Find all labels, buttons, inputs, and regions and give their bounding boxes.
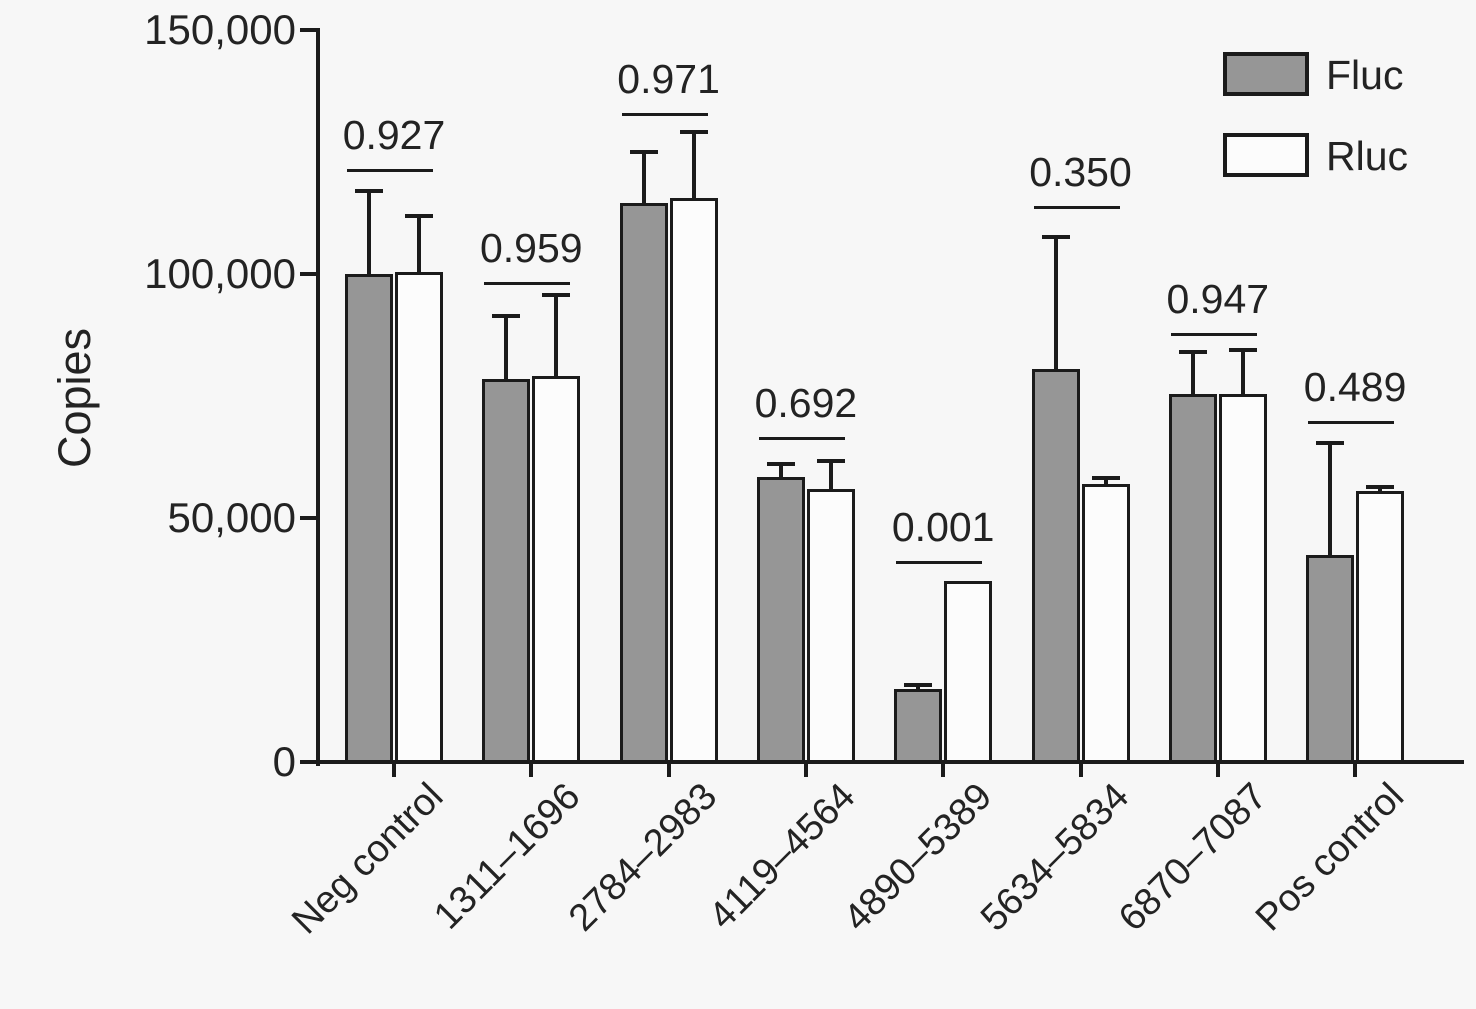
y-tick-mark xyxy=(300,516,316,520)
bar-rluc-4 xyxy=(944,581,993,764)
significance-line xyxy=(758,437,845,441)
x-tick-label-7: Pos control xyxy=(1247,775,1413,940)
error-bar-cap xyxy=(1366,485,1395,490)
x-axis-line xyxy=(316,760,1464,764)
y-tick-mark xyxy=(300,272,316,276)
significance-line xyxy=(347,169,433,173)
error-bar-stem xyxy=(1328,443,1333,555)
x-tick-mark xyxy=(392,764,396,777)
x-tick-mark xyxy=(529,764,534,777)
error-bar-cap xyxy=(816,458,845,463)
bar-rluc-2 xyxy=(669,198,718,764)
legend-swatch-fluc xyxy=(1223,52,1309,96)
error-bar-stem xyxy=(504,316,509,379)
y-axis-title: Copies xyxy=(49,327,100,469)
error-bar-cap xyxy=(405,214,433,219)
x-tick-label-0: Neg control xyxy=(283,775,451,943)
legend-label-fluc: Fluc xyxy=(1326,52,1404,98)
p-value-label: 0.927 xyxy=(342,112,446,159)
bar-fluc-2 xyxy=(619,203,668,764)
error-bar-stem xyxy=(1190,351,1195,394)
error-bar-cap xyxy=(679,130,708,135)
p-value-label: 0.489 xyxy=(1303,364,1407,411)
p-value-label: 0.959 xyxy=(479,225,583,272)
y-axis-line xyxy=(316,28,320,766)
significance-line xyxy=(896,560,983,564)
p-value-label: 0.947 xyxy=(1166,275,1270,322)
bar-fluc-4 xyxy=(894,688,943,764)
x-tick-label-5: 5634–5834 xyxy=(973,775,1138,940)
significance-line xyxy=(484,282,571,286)
significance-line xyxy=(621,112,708,116)
error-bar-cap xyxy=(355,189,383,194)
error-bar-stem xyxy=(1240,349,1245,394)
bar-fluc-3 xyxy=(756,476,805,764)
error-bar-stem xyxy=(828,460,833,489)
error-bar-cap xyxy=(1316,441,1345,446)
y-tick-label: 0 xyxy=(272,738,296,785)
bar-rluc-3 xyxy=(806,488,855,764)
error-bar-stem xyxy=(1103,478,1108,484)
error-bar-stem xyxy=(554,295,559,377)
error-bar-cap xyxy=(766,462,795,467)
x-tick-label-4: 4890–5389 xyxy=(835,775,1001,940)
bar-rluc-5 xyxy=(1081,483,1130,764)
error-bar-cap xyxy=(1178,349,1207,354)
significance-line xyxy=(1170,332,1257,336)
bar-rluc-1 xyxy=(532,376,581,764)
significance-line xyxy=(1308,421,1395,425)
x-tick-label-6: 6870–7087 xyxy=(1110,775,1275,940)
y-tick-label: 50,000 xyxy=(167,494,296,541)
x-tick-mark xyxy=(941,764,946,777)
error-bar-cap xyxy=(1228,347,1257,352)
error-bar-cap xyxy=(542,293,571,298)
x-tick-label-2: 2784–2983 xyxy=(561,775,726,940)
error-bar-stem xyxy=(778,464,783,477)
x-tick-mark xyxy=(1353,764,1358,777)
x-tick-mark xyxy=(666,764,671,777)
p-value-label: 0.001 xyxy=(891,503,995,550)
bar-rluc-6 xyxy=(1218,393,1267,764)
p-value-label: 0.692 xyxy=(754,380,858,427)
x-tick-mark xyxy=(1215,764,1220,777)
bar-fluc-0 xyxy=(345,274,393,764)
y-tick-mark xyxy=(300,760,316,764)
error-bar-cap xyxy=(904,682,933,687)
significance-line xyxy=(1033,205,1120,209)
error-bar-stem xyxy=(417,216,421,272)
legend-swatch-rluc xyxy=(1223,133,1309,177)
error-bar-stem xyxy=(367,191,371,274)
p-value-label: 0.350 xyxy=(1029,148,1132,195)
y-tick-mark xyxy=(300,28,316,32)
bar-fluc-7 xyxy=(1306,554,1355,764)
error-bar-stem xyxy=(691,132,696,199)
bar-fluc-6 xyxy=(1168,393,1217,764)
bar-rluc-7 xyxy=(1356,491,1405,764)
error-bar-cap xyxy=(492,314,521,319)
legend-label-rluc: Rluc xyxy=(1326,133,1409,179)
bar-fluc-5 xyxy=(1031,369,1080,764)
bar-fluc-1 xyxy=(482,378,531,764)
error-bar-cap xyxy=(1041,235,1070,240)
y-tick-label: 150,000 xyxy=(144,6,296,53)
y-tick-label: 100,000 xyxy=(144,250,296,297)
x-tick-mark xyxy=(1078,764,1083,777)
error-bar-stem xyxy=(641,152,646,204)
bar-rluc-0 xyxy=(395,271,443,764)
error-bar-cap xyxy=(629,150,658,154)
x-tick-mark xyxy=(803,764,808,777)
error-bar-cap xyxy=(1091,476,1120,481)
p-value-label: 0.971 xyxy=(617,55,720,102)
error-bar-stem xyxy=(1053,237,1058,370)
